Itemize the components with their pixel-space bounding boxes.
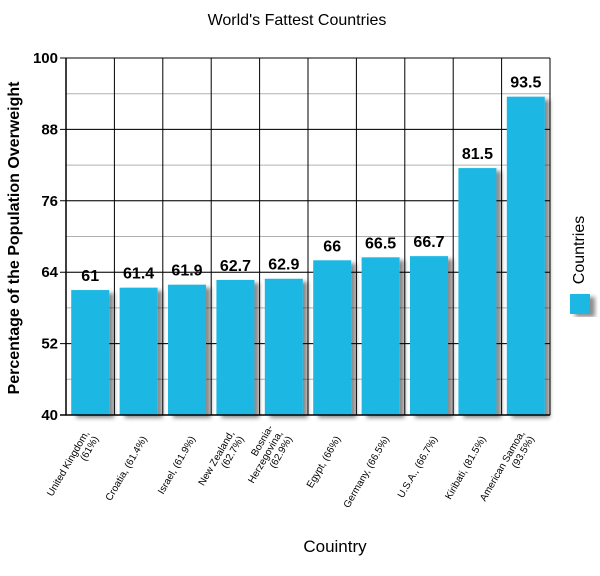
bar [313, 260, 352, 415]
y-axis-title: Percentage of the Population Overweight [6, 81, 23, 395]
category-label: New Zealand,(62.7%) [197, 429, 247, 488]
chart-title: World's Fattest Countries [208, 12, 387, 29]
y-tick-labels: 40 52 64 76 88 100 [33, 50, 59, 424]
y-tick-label: 40 [41, 407, 58, 424]
bar [168, 284, 206, 415]
y-tick-label: 76 [41, 193, 58, 210]
bar [264, 278, 303, 415]
category-label-line: Germany, (66.5%) [342, 435, 392, 511]
category-label: United Kingdom,(61%) [45, 429, 101, 499]
y-tick-label: 100 [33, 50, 58, 67]
value-label: 93.5 [510, 75, 541, 92]
axes [60, 58, 551, 416]
bar [458, 168, 497, 415]
legend: Countries [570, 216, 590, 314]
value-label: 62.7 [220, 258, 251, 275]
value-label: 66.5 [365, 235, 396, 252]
y-tick-label: 64 [41, 264, 58, 281]
y-tick-label: 88 [41, 121, 58, 138]
category-label: U.S.A., (66.7%) [396, 435, 440, 501]
category-labels: United Kingdom,(61%) Croatia, (61.4%) Isra… [45, 424, 537, 511]
category-label-line: U.S.A., (66.7%) [396, 435, 440, 501]
bar [410, 256, 448, 415]
value-label: 81.5 [462, 146, 493, 163]
category-label: Croatia, (61.4%) [104, 435, 150, 504]
category-label: Egypt, (66%) [305, 435, 343, 491]
category-label-line: Israel, (61.9%) [156, 435, 198, 497]
y-tick-label: 52 [41, 336, 58, 353]
bar [71, 290, 110, 415]
value-label: 66 [323, 238, 341, 255]
value-label: 66.7 [413, 234, 444, 251]
category-label-line: United Kingdom, [45, 429, 91, 499]
value-labels: 61 61.4 61.9 62.7 62.9 66 66.5 66.7 81.5 93.5 [81, 75, 541, 285]
category-label-line: Croatia, (61.4%) [104, 435, 150, 504]
category-label-line: Egypt, (66%) [305, 435, 343, 491]
value-label: 62.9 [268, 257, 299, 274]
legend-label: Countries [571, 216, 588, 284]
bar [119, 287, 158, 415]
bar [506, 96, 545, 416]
category-label: Germany, (66.5%) [342, 435, 392, 511]
value-label: 61 [81, 268, 99, 285]
x-axis-title: Couintry [303, 537, 367, 556]
bars [71, 96, 545, 416]
value-label: 61.9 [171, 263, 202, 280]
value-label: 61.4 [123, 266, 154, 283]
legend-swatch [570, 294, 590, 314]
category-label: Israel, (61.9%) [156, 435, 198, 497]
category-label: Bosnia-Herzegovina,(62.9%) [246, 424, 295, 486]
bar [216, 279, 255, 415]
bar [361, 257, 400, 415]
